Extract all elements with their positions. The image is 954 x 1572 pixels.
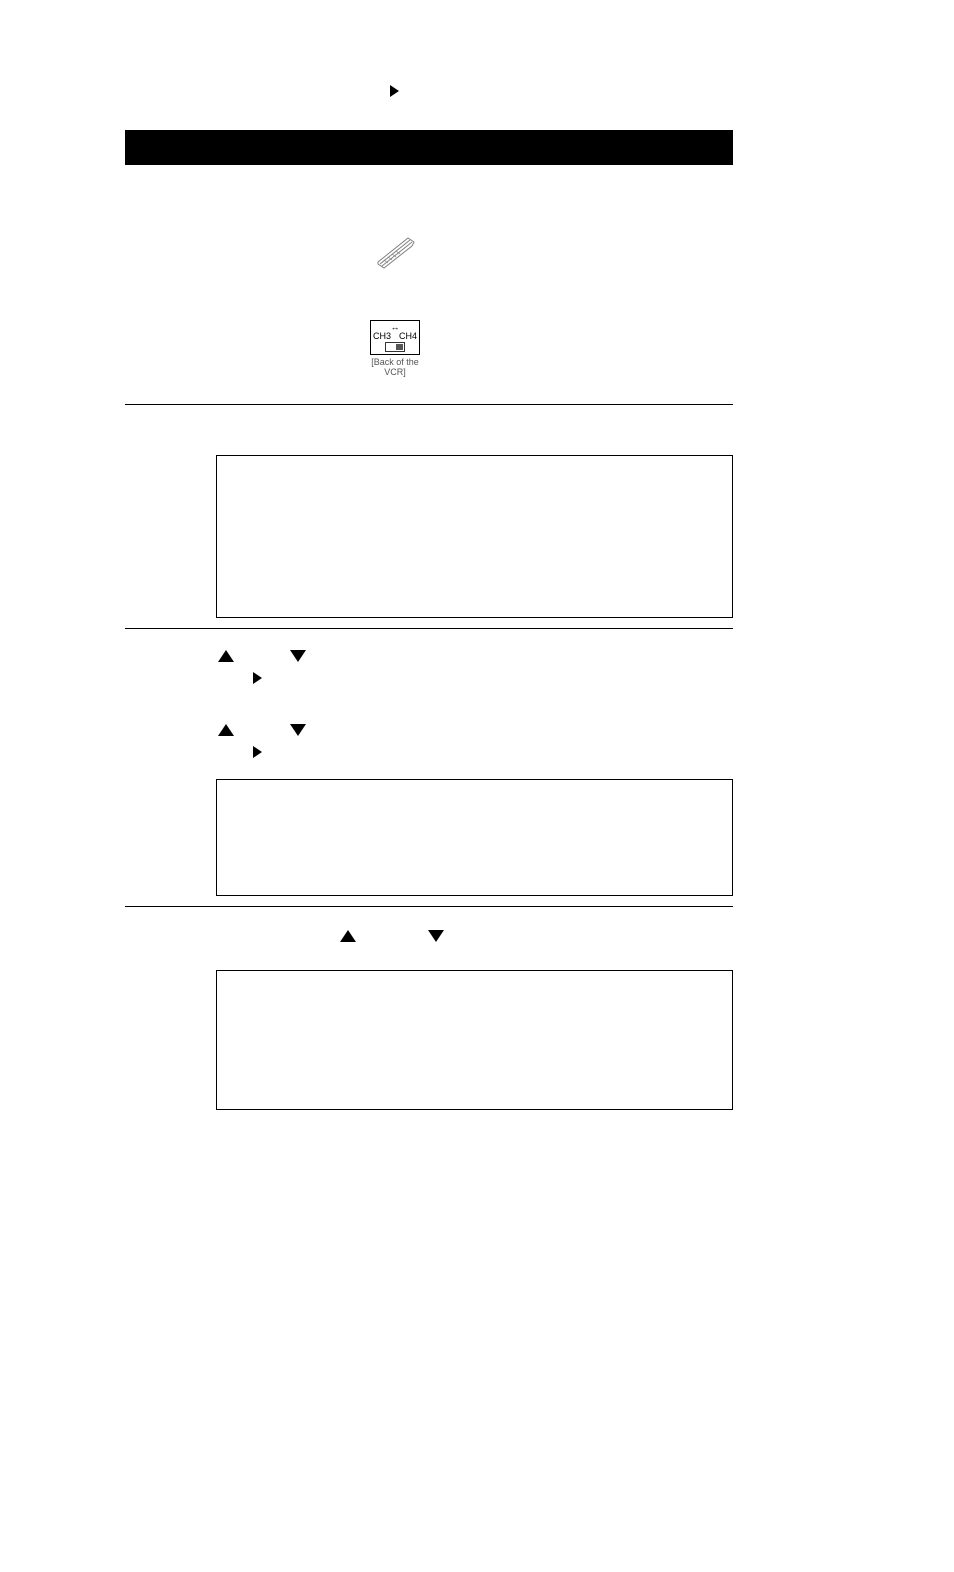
arrow-right-icon [253,746,262,758]
remote-control-icon [370,230,420,275]
channel-label-right: CH4 [399,332,417,341]
section-divider [125,404,733,405]
section-title-bar [125,130,733,165]
section-divider [125,628,733,629]
arrow-up-icon [340,930,356,942]
page-root: ↔ CH3 CH4 [Back of the VCR] [0,0,954,1572]
screen-panel-2 [216,779,733,896]
arrow-up-icon [218,650,234,662]
play-arrow-icon [390,85,399,97]
screen-panel-1 [216,455,733,618]
arrow-down-icon [290,724,306,736]
screen-panel-3 [216,970,733,1110]
channel-switch-diagram: ↔ CH3 CH4 [370,320,420,355]
section-divider [125,906,733,907]
channel-label-left: CH3 [373,332,391,341]
arrow-up-icon [218,724,234,736]
switch-body [385,342,405,352]
switch-knob [396,344,403,350]
channel-switch-caption: [Back of the VCR] [370,358,420,378]
arrow-down-icon [428,930,444,942]
arrow-down-icon [290,650,306,662]
arrow-right-icon [253,672,262,684]
